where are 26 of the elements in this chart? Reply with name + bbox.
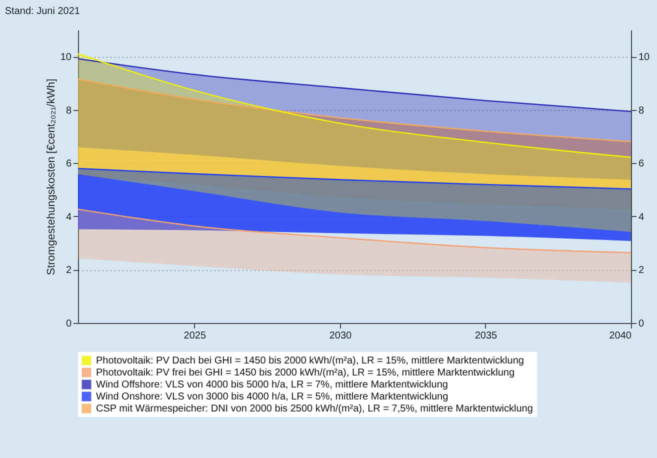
legend-label: Photovoltaik: PV Dach bei GHI = 1450 bis 2000 kWh/(m²a), LR = 15%, mittlere Marktentwicklung [96, 356, 524, 366]
y2-tick-label: 2 [638, 265, 644, 276]
x-tick-label: 2040 [609, 330, 632, 342]
legend-label: Photovoltaik: PV frei bei GHI = 1450 bis 2000 kWh/(m²a), LR = 15%, mittlere Marktentwicklung [96, 368, 515, 378]
legend-label: CSP mit Wärmespeicher: DNI von 2000 bis 2500 kWh/(m²a), LR = 7,5%, mittlere Marktentwicklung [96, 404, 533, 414]
line-series [77, 53, 632, 158]
y-tick-label: 10 [60, 52, 72, 64]
y-tick-label: 4 [66, 212, 72, 223]
y-tick-label: 6 [66, 158, 72, 170]
legend-label: Wind Offshore: VLS von 4000 bis 5000 h/a, LR = 7%, mittlere Marktentwicklung [96, 380, 448, 390]
chart-title: Stand: Juni 2021 [4, 6, 80, 17]
y2-tick-label: 8 [638, 105, 644, 116]
y2-tick-label: 6 [638, 158, 644, 170]
x-tick-label: 2030 [329, 330, 352, 342]
y-tick-label: 2 [66, 265, 72, 276]
y-axis-title: Stromgestehungskosten [€cent₂₀₂₁/kWh] [45, 78, 58, 276]
y2-tick-label: 0 [638, 318, 644, 330]
y2-tick-label: 4 [638, 212, 644, 223]
x-tick-label: 2025 [184, 330, 206, 342]
y2-tick-label: 10 [638, 52, 650, 64]
y-tick-label: 0 [66, 318, 72, 330]
x-tick-label: 2035 [474, 330, 498, 342]
line-series [77, 58, 632, 112]
legend-label: Wind Onshore: VLS von 3000 bis 4000 h/a, LR = 5%, mittlere Marktentwicklung [96, 392, 448, 402]
y-tick-label: 8 [66, 105, 72, 116]
line-series [77, 208, 632, 254]
